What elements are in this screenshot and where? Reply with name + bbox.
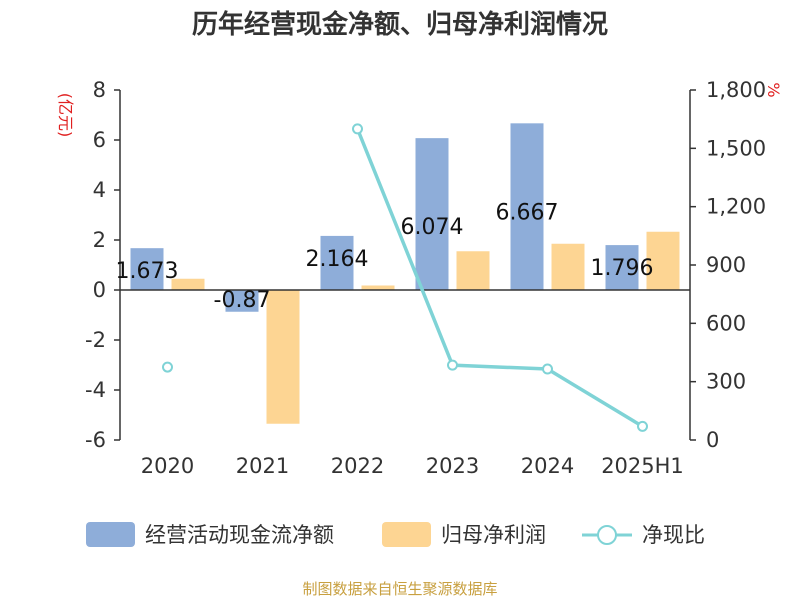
legend-item-ratio[interactable]: 净现比: [582, 523, 705, 547]
ratio-point-2020: [162, 361, 173, 373]
ratio-line-series: [162, 123, 648, 432]
legend-item-cash[interactable]: 经营活动现金流净额: [86, 522, 334, 547]
left-axis-tick-label: 8: [93, 78, 106, 102]
data-label-cash-2022: 2.164: [306, 247, 369, 272]
category-label-2022: 2022: [331, 454, 384, 478]
ratio-point-2024: [542, 363, 553, 375]
bar-profit-2024: [551, 243, 585, 290]
category-label-2020: 2020: [141, 454, 194, 478]
data-label-cash-2020: 1.673: [116, 259, 179, 284]
bar-profit-2021: [266, 290, 300, 424]
left-axis-tick-label: -6: [85, 428, 106, 452]
ratio-point-2023: [447, 359, 458, 371]
category-label-2025H1: 2025H1: [601, 454, 684, 478]
right-axis-tick-label: 0: [706, 428, 719, 452]
bar-cash-2022: [320, 235, 354, 290]
category-label-2024: 2024: [521, 454, 574, 478]
data-labels: 1.673 -0.87 2.164 6.074 6.667 1.796: [116, 200, 654, 313]
legend-label-profit: 归母净利润: [441, 523, 546, 547]
ratio-point-2022: [352, 123, 363, 135]
bar-cash-2023: [415, 138, 449, 290]
legend-label-ratio: 净现比: [642, 523, 705, 547]
bar-profit-2025H1: [646, 231, 680, 290]
legend-swatch-ratio-marker: [597, 525, 617, 545]
source-note: 制图数据来自恒生聚源数据库: [302, 580, 497, 598]
ratio-point-2025H1: [637, 420, 648, 432]
left-axis-unit: (亿元): [56, 93, 75, 138]
right-axis-tick-label: 900: [706, 253, 746, 277]
right-axis-tick-label: 1,200: [706, 195, 766, 219]
legend-swatch-profit: [382, 522, 431, 547]
bar-profit-2023: [456, 251, 490, 290]
left-axis-tick-label: 0: [93, 278, 106, 302]
right-axis-unit: %: [764, 82, 783, 97]
category-labels: 2020 2021 2022 2023 2024 2025H1: [141, 454, 684, 478]
data-label-cash-2025H1: 1.796: [591, 256, 654, 281]
ratio-line-path: [355, 128, 644, 428]
data-label-cash-2023: 6.074: [401, 215, 464, 240]
legend: 经营活动现金流净额 归母净利润 净现比: [86, 522, 705, 547]
bar-cash-2021: [225, 290, 259, 312]
left-axis: 8 6 4 2 0 -2 -4 -6: [85, 78, 121, 452]
left-axis-tick-label: -2: [85, 328, 106, 352]
left-axis-tick-label: 2: [93, 228, 106, 252]
right-axis: 1,800 1,500 1,200 900 600 300 0: [689, 78, 766, 452]
cash-flow-bars: [130, 123, 639, 312]
left-axis-tick-label: 4: [93, 178, 106, 202]
category-label-2023: 2023: [426, 454, 479, 478]
bar-profit-2022: [361, 285, 395, 290]
data-label-cash-2021: -0.87: [214, 288, 271, 313]
legend-label-cash: 经营活动现金流净额: [145, 523, 334, 547]
legend-swatch-cash: [86, 522, 135, 547]
net-profit-bars: [171, 231, 680, 424]
chart-title: 历年经营现金净额、归母净利润情况: [192, 9, 608, 40]
left-axis-tick-label: 6: [93, 128, 106, 152]
left-axis-tick-label: -4: [85, 378, 106, 402]
category-label-2021: 2021: [236, 454, 289, 478]
bar-cash-2020: [130, 248, 164, 290]
right-axis-tick-label: 1,800: [706, 78, 766, 102]
bar-cash-2024: [510, 123, 544, 290]
legend-item-profit[interactable]: 归母净利润: [382, 522, 546, 547]
data-label-cash-2024: 6.667: [496, 200, 559, 225]
right-axis-tick-label: 300: [706, 370, 746, 394]
bar-cash-2025H1: [605, 245, 639, 290]
right-axis-tick-label: 1,500: [706, 136, 766, 160]
bar-profit-2020: [171, 278, 205, 290]
right-axis-tick-label: 600: [706, 311, 746, 335]
